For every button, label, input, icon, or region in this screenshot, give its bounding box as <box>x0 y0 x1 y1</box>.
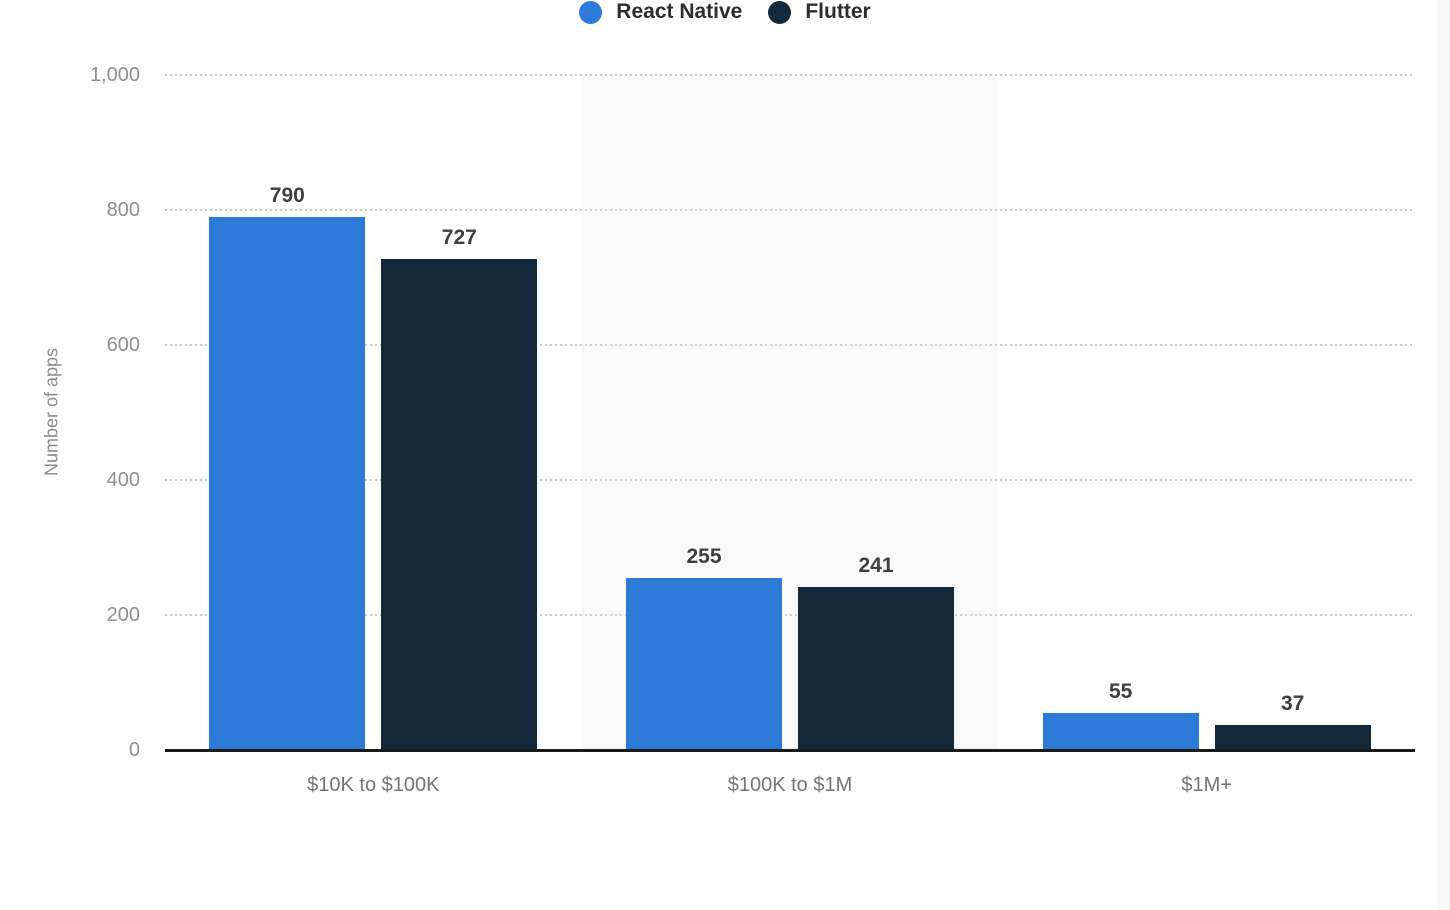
category-label: $10K to $100K <box>307 774 440 796</box>
y-tick-label: 800 <box>106 199 140 221</box>
y-tick-label: 400 <box>106 469 140 491</box>
x-axis-line <box>165 749 1415 752</box>
bar-react-native[interactable] <box>626 578 782 750</box>
bar-value-label: 255 <box>686 545 722 568</box>
bar-react-native[interactable] <box>209 217 366 750</box>
bar-value-label: 37 <box>1280 692 1305 715</box>
bar-value-label: 55 <box>1108 680 1133 703</box>
gridline-200 <box>165 614 1413 616</box>
category-label: $100K to $1M <box>727 774 853 796</box>
legend: React Native Flutter <box>0 0 1450 24</box>
gridline-800 <box>165 209 1413 211</box>
bar-flutter[interactable] <box>381 259 538 750</box>
bar-flutter[interactable] <box>798 587 954 750</box>
bar-value-label: 790 <box>269 184 305 207</box>
right-edge-band <box>1437 0 1450 910</box>
bar-react-native[interactable] <box>1042 713 1199 750</box>
legend-item-label: React Native <box>616 0 743 23</box>
y-tick-label: 0 <box>128 739 140 761</box>
legend-item-react-native[interactable]: React Native <box>579 0 742 24</box>
bar-value-label: 727 <box>441 226 477 249</box>
bar-flutter[interactable] <box>1214 725 1371 750</box>
legend-item-flutter[interactable]: Flutter <box>768 0 871 24</box>
legend-item-label: Flutter <box>805 0 871 23</box>
legend-swatch-icon <box>579 0 603 24</box>
y-tick-label: 200 <box>106 604 140 626</box>
category-label: $1M+ <box>1181 774 1232 796</box>
bar-value-label: 241 <box>858 554 894 577</box>
y-tick-label: 1,000 <box>89 64 140 86</box>
gridline-400 <box>165 479 1413 481</box>
y-tick-label: 600 <box>106 334 140 356</box>
y-axis-title: Number of apps <box>41 347 62 477</box>
legend-swatch-icon <box>768 0 792 24</box>
gridline-600 <box>165 344 1413 346</box>
gridline-1000 <box>165 74 1413 76</box>
